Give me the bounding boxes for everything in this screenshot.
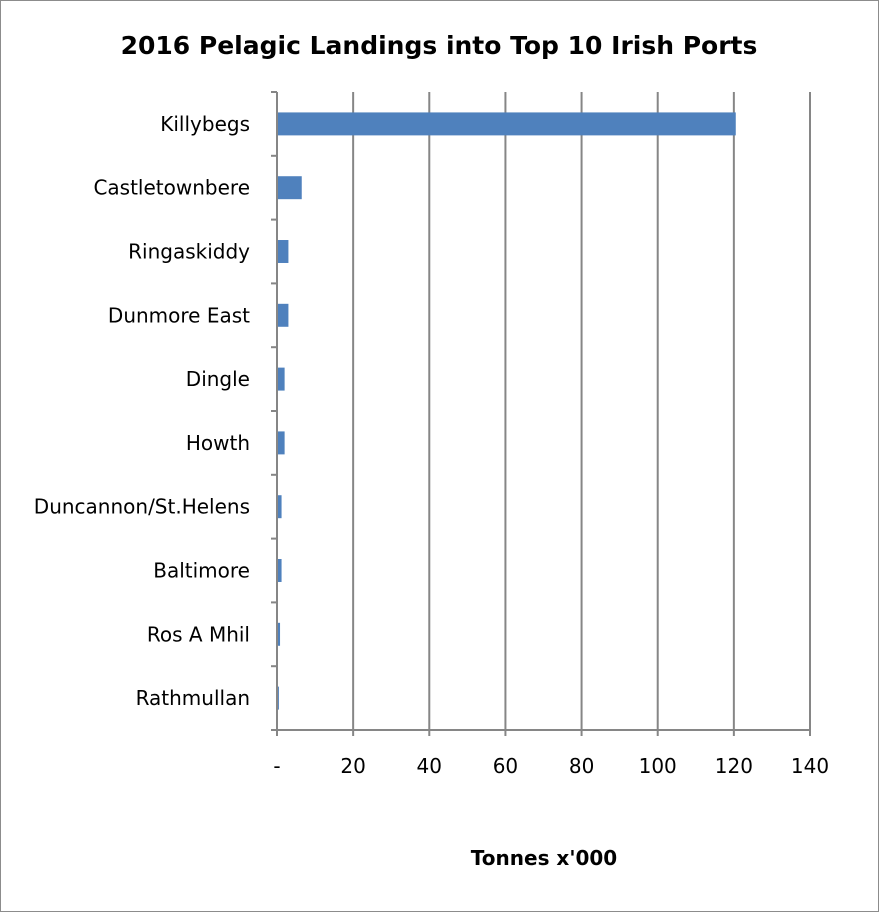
bar	[277, 112, 736, 136]
category-label: Castletownbere	[93, 176, 250, 200]
x-tick-label: 120	[715, 754, 753, 778]
bar	[277, 622, 281, 646]
x-tick-label: 20	[340, 754, 365, 778]
category-label: Ringaskiddy	[128, 240, 250, 264]
x-tick-label: 80	[569, 754, 594, 778]
category-label: Duncannon/St.Helens	[34, 495, 250, 519]
x-tick-label: 60	[493, 754, 518, 778]
gridlines	[352, 92, 811, 730]
x-axis-title: Tonnes x'000	[471, 846, 617, 870]
x-tick-labels: - 20 40 60 80 100 120 140	[273, 754, 829, 778]
bar	[277, 431, 285, 455]
axes	[271, 91, 811, 736]
category-label: Howth	[186, 431, 250, 455]
category-label: Dunmore East	[108, 303, 250, 327]
x-tick-label: 140	[791, 754, 829, 778]
bar	[277, 367, 285, 391]
bar	[277, 559, 282, 582]
category-labels: Killybegs Castletownbere Ringaskiddy Dunmor…	[34, 112, 250, 710]
bar	[277, 495, 282, 519]
x-tick-label: -	[273, 754, 280, 778]
bar	[277, 303, 289, 327]
bar	[277, 240, 289, 263]
x-tick-label: 100	[639, 754, 677, 778]
category-label: Killybegs	[160, 112, 250, 136]
category-label: Ros A Mhil	[147, 622, 250, 646]
category-label: Dingle	[186, 367, 250, 391]
x-tick-label: 40	[417, 754, 442, 778]
bar	[277, 176, 302, 200]
bars	[277, 112, 736, 710]
category-label: Baltimore	[153, 559, 250, 583]
chart-title: 2016 Pelagic Landings into Top 10 Irish …	[121, 31, 758, 60]
category-label: Rathmullan	[136, 686, 250, 710]
